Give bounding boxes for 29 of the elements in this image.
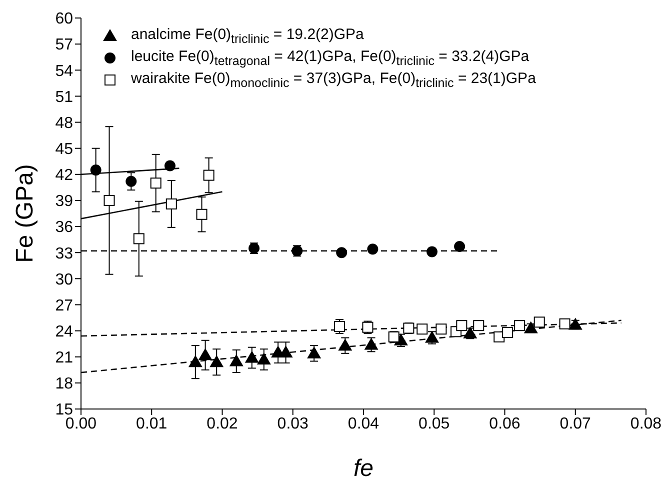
y-tick-label: 51 [55, 88, 74, 106]
y-tick-label: 57 [55, 36, 74, 54]
y-tick-label: 33 [55, 245, 74, 262]
x-axis-title: fe [353, 455, 374, 480]
y-tick-label: 45 [55, 141, 74, 158]
y-tick-label: 18 [55, 376, 74, 393]
x-tick-label: 0.07 [560, 415, 592, 432]
legend-label: wairakite Fe(0)$_{monoclinic}$ = 37(3)GPa, Fe(0)$_{triclinic}$ = 23(1)GPa [131, 70, 536, 90]
x-tick-label: 0.01 [136, 415, 168, 432]
x-tick-label: 0.04 [348, 415, 380, 432]
x-tick-label: 0.05 [418, 415, 450, 432]
y-tick-label: 30 [55, 271, 74, 288]
y-tick-label: 27 [55, 297, 74, 314]
y-tick-label: 21 [55, 350, 74, 367]
y-tick-label: 36 [55, 219, 74, 236]
x-tick-label: 0.02 [206, 415, 238, 432]
x-tick-label: 0.06 [489, 415, 520, 432]
x-tick-label: 0.08 [630, 415, 662, 432]
y-tick-label: 39 [55, 193, 74, 210]
y-axis-title: Fe (GPa) [12, 164, 39, 263]
y-tick-label: 24 [55, 323, 74, 340]
y-tick-label: 54 [55, 62, 74, 80]
x-tick-label: 0.03 [277, 415, 309, 432]
legend-label: analcime Fe(0)$_{triclinic}$ = 19.2(2)GPa [131, 26, 364, 46]
y-tick-label: 60 [55, 10, 74, 28]
y-tick-label: 48 [55, 114, 74, 132]
x-tick-label: 0.00 [65, 415, 97, 432]
legend-label: leucite Fe(0)$_{tetragonal}$ = 42(1)GPa, Fe(0)$_{triclinic}$ = 33.2(4)GPa [131, 48, 530, 68]
y-tick-label: 42 [55, 167, 74, 184]
